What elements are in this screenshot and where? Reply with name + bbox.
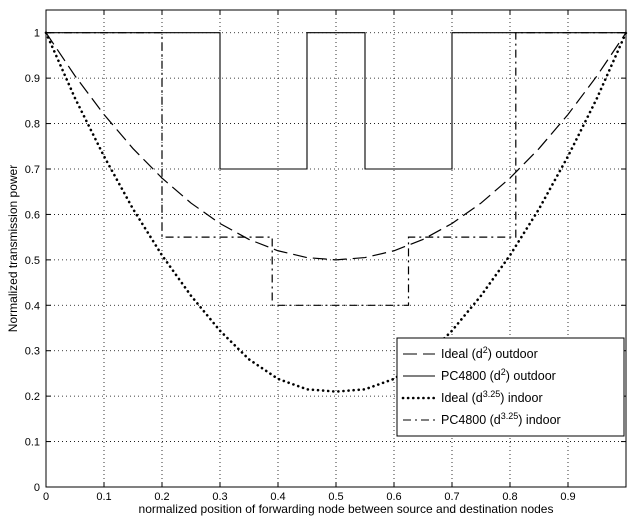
y-tick-label: 0.1 (25, 437, 40, 449)
legend-label-base: Ideal (d (441, 347, 483, 361)
y-tick-label: 0.9 (25, 73, 40, 85)
legend-label-base: PC4800 (d (441, 413, 501, 427)
x-tick-label: 0.5 (328, 491, 343, 503)
x-tick-label: 0.2 (154, 491, 169, 503)
legend-label-superscript: 3.25 (483, 389, 501, 399)
series-line-4 (46, 32, 626, 306)
series-line-2 (46, 32, 626, 170)
x-tick-label: 0.1 (96, 491, 111, 503)
x-tick-label: 0.3 (212, 491, 227, 503)
legend-label-tail: ) outdoor (506, 369, 556, 383)
x-tick-label: 0.4 (270, 491, 285, 503)
series-line-1 (45, 32, 627, 261)
y-tick-label: 0.5 (25, 255, 40, 267)
x-axis-label: normalized position of forwarding node b… (139, 502, 554, 516)
y-tick-label: 0.4 (25, 300, 40, 312)
x-tick-label: 0 (43, 491, 49, 503)
series-line-3 (44, 31, 628, 393)
x-tick-label: 0.6 (386, 491, 401, 503)
legend-label-superscript: 2 (483, 345, 488, 355)
axis-ticks: 0 0.1 0.2 0.3 0.4 0.5 0.6 0.7 0.8 0.9 0 0.1 0.2 0.3 0.… (25, 10, 626, 503)
y-tick-label: 0.8 (25, 119, 40, 131)
y-tick-label: 0.7 (25, 164, 40, 176)
plot-series (44, 31, 628, 393)
y-tick-label: 1 (34, 28, 40, 40)
legend-label-tail: ) indoor (518, 413, 560, 427)
legend-label: PC4800 (d2) outdoor (441, 367, 556, 383)
legend-label-tail: ) indoor (500, 391, 542, 405)
legend-label: Ideal (d3.25) indoor (441, 389, 543, 405)
legend-label-tail: ) outdoor (488, 347, 538, 361)
y-tick-label: 0.3 (25, 346, 40, 358)
x-tick-label: 0.9 (560, 491, 575, 503)
legend-label-superscript: 2 (501, 367, 506, 377)
legend-label-base: Ideal (d (441, 391, 483, 405)
x-tick-label: 0.7 (444, 491, 459, 503)
y-tick-label: 0.6 (25, 209, 40, 221)
legend-label-superscript: 3.25 (501, 411, 519, 421)
y-tick-label: 0.2 (25, 391, 40, 403)
y-tick-label: 0 (34, 482, 40, 494)
x-tick-label: 0.8 (502, 491, 517, 503)
y-axis-label: Normalized transmission power (6, 165, 20, 332)
legend-label-base: PC4800 (d (441, 369, 501, 383)
legend-label: PC4800 (d3.25) indoor (441, 411, 561, 427)
legend-label: Ideal (d2) outdoor (441, 345, 538, 361)
